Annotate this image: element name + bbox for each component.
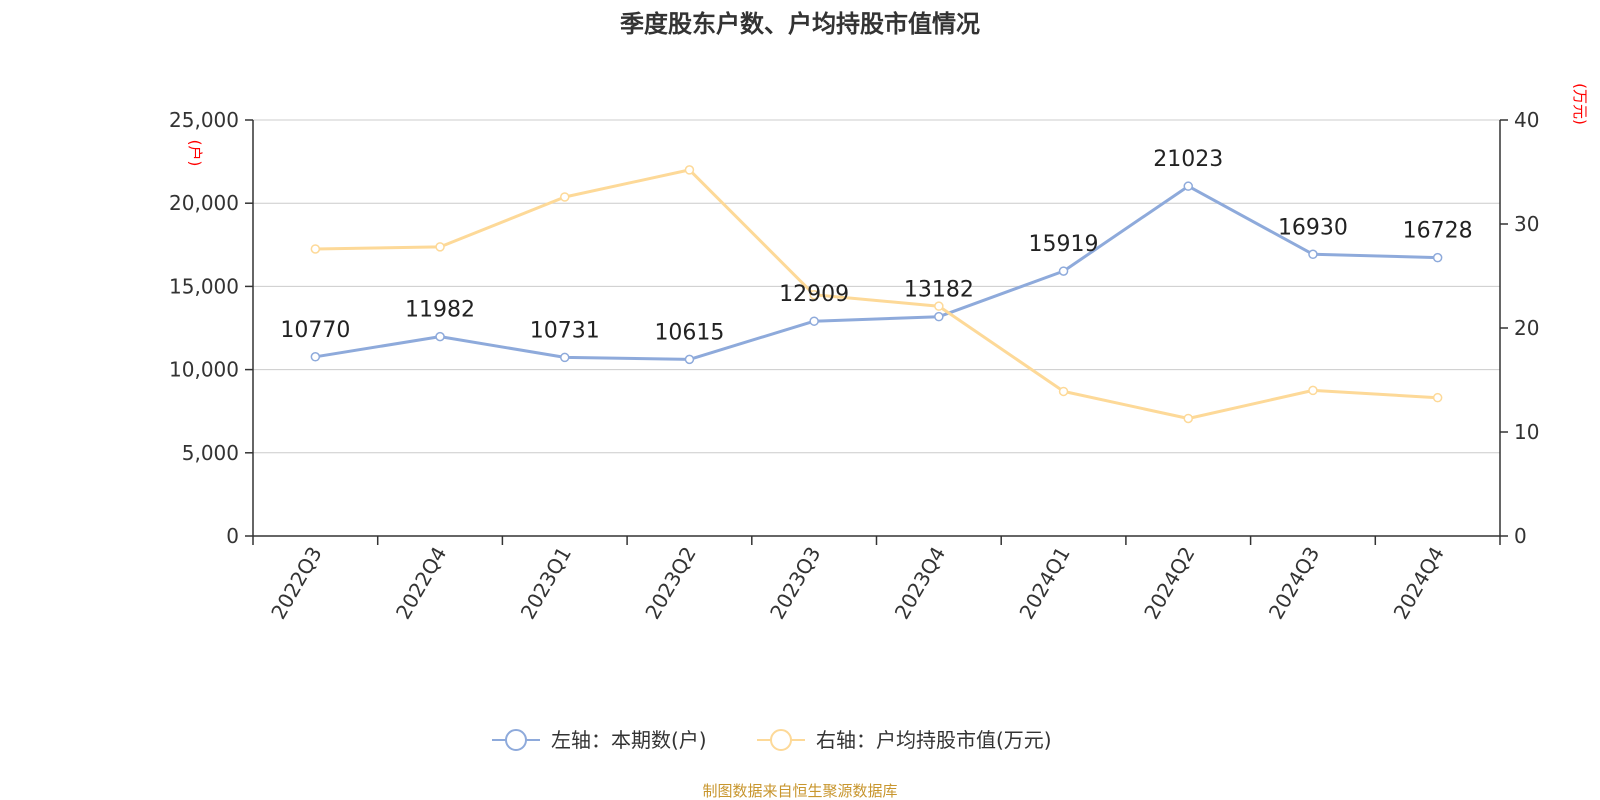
series-1-point	[1183, 413, 1193, 424]
legend-right-label: 右轴：户均持股市值(万元)	[816, 728, 1052, 752]
x-tick-label: 2023Q4	[890, 543, 950, 624]
source-note: 制图数据来自恒生聚源数据库	[702, 782, 897, 800]
data-label: 13182	[904, 278, 974, 303]
right-tick-label: 0	[1514, 524, 1527, 548]
left-tick-label: 0	[226, 524, 239, 548]
legend-left-label: 左轴：本期数(户)	[551, 728, 707, 752]
legend-right-marker	[770, 729, 792, 751]
left-tick-label: 10,000	[169, 358, 239, 382]
data-labels: 10770 11982 10731 10615 12909 13182 15919 21023…	[280, 147, 1472, 345]
series-layer	[310, 165, 1443, 424]
right-tick-label: 10	[1514, 420, 1539, 444]
x-tick-label: 2023Q3	[765, 543, 825, 624]
data-label: 10615	[654, 320, 724, 345]
right-tick-label: 40	[1514, 108, 1539, 132]
series-1-point	[1058, 386, 1069, 397]
x-tick-label: 2024Q3	[1264, 543, 1324, 624]
left-tick-label: 15,000	[169, 274, 239, 298]
series-0-point	[1308, 249, 1318, 260]
series-1-point	[809, 289, 819, 300]
x-tick-label: 2024Q4	[1389, 543, 1449, 624]
data-label: 16728	[1403, 219, 1473, 244]
x-tick-label: 2023Q2	[640, 543, 700, 624]
data-label: 16930	[1278, 215, 1348, 240]
series-1-point	[934, 301, 944, 311]
series-1-point	[684, 165, 695, 175]
axes: 0 5,000 10,000 15,000 20,000 25,000 0 10 20 30 40 2…	[169, 108, 1539, 623]
data-label: 10731	[530, 318, 600, 343]
series-1-point	[1432, 392, 1443, 403]
data-label: 10770	[280, 318, 350, 343]
series-0-point	[435, 331, 445, 342]
series-0-point	[934, 311, 944, 322]
series-1-point	[1308, 385, 1318, 396]
left-axis-unit: (户)	[186, 140, 204, 167]
x-tick-label: 2023Q1	[516, 543, 576, 624]
series-1-point	[560, 192, 570, 202]
right-tick-label: 20	[1514, 316, 1539, 340]
left-tick-label: 20,000	[169, 191, 239, 215]
series-0-point	[809, 316, 819, 326]
x-tick-label: 2024Q2	[1139, 543, 1199, 624]
gridlines	[253, 119, 1500, 454]
legend-left-marker	[505, 729, 527, 751]
left-tick-label: 25,000	[169, 108, 239, 132]
series-0-point	[310, 352, 321, 362]
data-label: 12909	[779, 282, 849, 307]
data-label: 21023	[1153, 147, 1223, 172]
legend-item-left[interactable]: 左轴：本期数(户)	[492, 728, 707, 752]
series-1-point	[310, 244, 321, 254]
series-line-0	[313, 184, 1440, 361]
series-0-point	[1058, 266, 1069, 276]
right-axis-unit: (万元)	[1571, 83, 1589, 125]
legend-item-right[interactable]: 右轴：户均持股市值(万元)	[757, 728, 1052, 752]
legend[interactable]: 左轴：本期数(户) 右轴：户均持股市值(万元)	[492, 728, 1052, 752]
left-tick-label: 5,000	[182, 441, 239, 465]
series-line-1	[313, 168, 1440, 420]
right-tick-label: 30	[1514, 212, 1539, 236]
series-0-point	[1183, 181, 1193, 191]
chart-title: 季度股东户数、户均持股市值情况	[620, 10, 980, 38]
x-tick-label: 2022Q3	[266, 543, 326, 624]
series-1-point	[435, 242, 445, 252]
series-0-point	[560, 352, 570, 363]
x-tick-label: 2024Q1	[1014, 543, 1074, 624]
series-0-point	[1432, 252, 1443, 263]
data-label: 15919	[1029, 232, 1099, 257]
series-0-point	[684, 354, 695, 365]
x-tick-label: 2022Q4	[391, 543, 451, 624]
data-label: 11982	[405, 298, 475, 323]
